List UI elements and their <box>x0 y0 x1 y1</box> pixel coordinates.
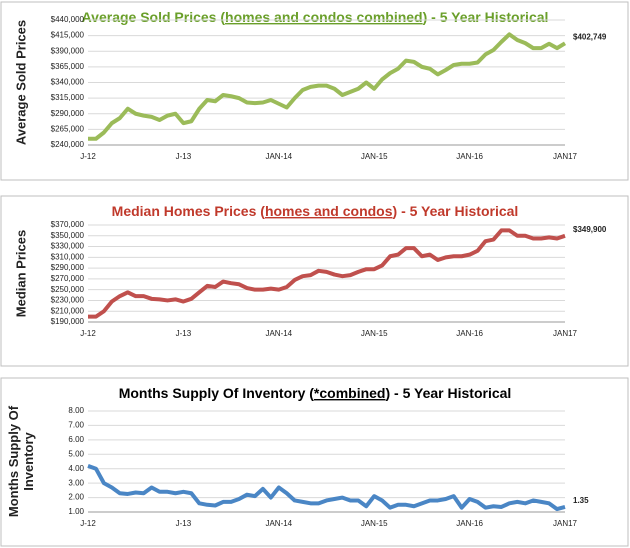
x-tick-label: J-12 <box>80 519 96 528</box>
x-tick-label: JAN-14 <box>265 519 292 528</box>
chart-frame <box>0 377 629 547</box>
y-tick-label: $240,000 <box>51 140 85 149</box>
value-label: 1.35 <box>573 496 589 505</box>
y-tick-label: 5.00 <box>68 449 84 458</box>
data-line <box>88 32 567 141</box>
chart-title: Median Homes Prices (homes and condos) -… <box>112 203 519 219</box>
chart: Median Homes Prices (homes and condos) -… <box>0 195 629 367</box>
chart-frame <box>0 195 629 367</box>
y-tick-label: 8.00 <box>68 406 84 415</box>
x-tick-label: J-12 <box>80 329 96 338</box>
x-tick-label: JAN-15 <box>361 329 388 338</box>
y-tick-label: $350,000 <box>51 231 85 240</box>
data-line <box>87 463 566 512</box>
y-tick-label: 2.00 <box>68 493 84 502</box>
y-axis-label: Inventory <box>21 431 36 490</box>
title-part: Average Sold Prices ( <box>82 9 226 25</box>
x-tick-label: J-13 <box>176 152 192 161</box>
y-tick-label: $315,000 <box>51 93 85 102</box>
y-tick-label: $415,000 <box>51 31 85 40</box>
title-part: homes and condos combined <box>225 9 423 25</box>
y-tick-label: $390,000 <box>51 46 85 55</box>
x-tick-label: JAN-14 <box>265 152 292 161</box>
y-tick-label: $365,000 <box>51 62 85 71</box>
y-tick-label: 3.00 <box>68 478 84 487</box>
y-tick-label: 6.00 <box>68 435 84 444</box>
y-tick-label: 7.00 <box>68 421 84 430</box>
y-tick-label: $340,000 <box>51 78 85 87</box>
y-axis-label: Months Supply Of <box>6 405 21 517</box>
x-tick-label: JAN-15 <box>361 152 388 161</box>
y-tick-label: $370,000 <box>51 220 85 229</box>
y-tick-label: $440,000 <box>51 15 85 24</box>
title-part: ) - 5 Year Historical <box>423 9 549 25</box>
title-part: homes and condos <box>265 203 393 219</box>
y-tick-label: $230,000 <box>51 296 85 305</box>
title-part: ) - 5 Year Historical <box>393 203 519 219</box>
chart-title: Average Sold Prices (homes and condos co… <box>82 9 549 25</box>
y-tick-label: $250,000 <box>51 285 85 294</box>
chart: Months Supply Of Inventory (*combined) -… <box>0 377 629 547</box>
data-line <box>88 228 566 319</box>
x-tick-label: JAN-15 <box>361 519 388 528</box>
y-axis-label: Median Prices <box>13 230 28 317</box>
x-tick-label: J-13 <box>176 329 192 338</box>
title-part: Months Supply Of Inventory ( <box>119 385 315 401</box>
value-label: $402,749 <box>573 32 607 41</box>
x-tick-label: JAN17 <box>553 152 578 161</box>
x-tick-label: JAN-16 <box>456 329 483 338</box>
chart-frame <box>0 1 629 181</box>
title-part: ) - 5 Year Historical <box>386 385 512 401</box>
chart-title: Months Supply Of Inventory (*combined) -… <box>119 385 512 401</box>
x-tick-label: JAN17 <box>553 519 578 528</box>
y-tick-label: $330,000 <box>51 242 85 251</box>
x-tick-label: JAN-14 <box>265 329 292 338</box>
x-tick-label: JAN-16 <box>456 519 483 528</box>
y-tick-label: 1.00 <box>68 507 84 516</box>
y-tick-label: $290,000 <box>51 263 85 272</box>
y-axis-label: Average Sold Prices <box>13 20 28 145</box>
y-tick-label: $270,000 <box>51 274 85 283</box>
y-tick-label: 4.00 <box>68 464 84 473</box>
chart: Average Sold Prices (homes and condos co… <box>0 1 629 181</box>
y-tick-label: $290,000 <box>51 109 85 118</box>
y-tick-label: $210,000 <box>51 306 85 315</box>
y-tick-label: $265,000 <box>51 124 85 133</box>
y-tick-label: $310,000 <box>51 252 85 261</box>
title-part: *combined <box>314 385 386 401</box>
x-tick-label: J-12 <box>80 152 96 161</box>
x-tick-label: J-13 <box>176 519 192 528</box>
x-tick-label: JAN17 <box>553 329 578 338</box>
y-tick-label: $190,000 <box>51 317 85 326</box>
value-label: $349,900 <box>573 225 607 234</box>
x-tick-label: JAN-16 <box>456 152 483 161</box>
title-part: Median Homes Prices ( <box>112 203 266 219</box>
